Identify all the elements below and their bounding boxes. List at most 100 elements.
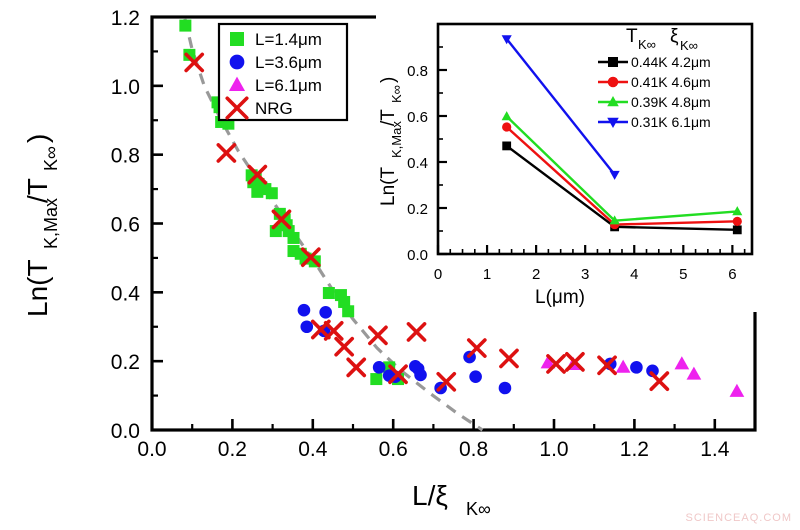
data-point: [179, 19, 192, 32]
cross-stroke-2: [216, 143, 237, 163]
data-point: [565, 351, 585, 372]
data-point: [323, 321, 344, 341]
y-axis-label-part3: ): [22, 134, 53, 143]
data-point: [540, 355, 556, 369]
data-point: [297, 303, 311, 317]
data-point: [368, 325, 388, 346]
y-axis-label-part1: Ln(T: [22, 259, 53, 317]
y-tick-label: 0.0: [111, 420, 140, 443]
inset-legend-marker: [607, 76, 619, 88]
y-tick-label: 0.4: [407, 155, 428, 172]
data-point: [183, 48, 196, 61]
cross-stroke-2: [649, 371, 670, 391]
x-tick-label: 3: [581, 266, 589, 283]
x-tick-label: 0: [434, 266, 442, 283]
x-tick-label: 0.6: [379, 438, 408, 461]
legend-label: L=6.1μm: [255, 76, 322, 95]
inset-data-point: [502, 141, 512, 151]
legend-marker-circle: [229, 54, 245, 70]
cross-stroke-2: [499, 348, 519, 369]
data-point: [338, 295, 351, 308]
y-tick-label: 1.0: [111, 76, 140, 99]
inset-y-label-part3: ): [378, 77, 399, 83]
inset-y-label-sub1: K,Max: [389, 121, 404, 158]
inset-y-label-part1: Ln(T: [378, 167, 399, 206]
cross-stroke-2: [334, 336, 355, 357]
legend-label: L=3.6μm: [255, 53, 322, 72]
x-axis-label-sub: K∞: [466, 499, 491, 519]
y-tick-label: 0.2: [407, 201, 428, 218]
y-tick-label: 0.4: [111, 282, 141, 305]
data-point: [406, 322, 427, 342]
cross-stroke-2: [346, 357, 367, 378]
cross-stroke-2: [597, 355, 617, 376]
inset-x-axis: 0 1 2 3 4 5 6: [434, 245, 746, 283]
data-point: [372, 361, 386, 374]
inset-legend-header-xi-sub: K∞: [680, 38, 698, 53]
data-point: [646, 364, 659, 378]
cross-stroke-2: [565, 351, 585, 372]
inset-y-axis: 0.0 0.2 0.4 0.6 0.8: [407, 46, 447, 264]
x-axis-label: L/ξ K∞: [412, 480, 491, 519]
inset-data-point: [732, 225, 742, 235]
legend-label: L=1.4μm: [255, 30, 322, 49]
cross-stroke-2: [368, 325, 388, 346]
main-plot: 0.0 0.2 0.4 0.6 0.8 1.0 1.2 1.4 0.0 0.2 0.4 0.6 0.8 1…: [22, 7, 757, 519]
data-point: [729, 383, 745, 397]
cross-stroke-2: [406, 322, 427, 342]
data-point: [388, 364, 408, 385]
inset-data-point: [732, 216, 742, 226]
inset-legend-label: 0.44K 4.2μm: [631, 54, 711, 70]
x-tick-label: 0.0: [137, 438, 166, 461]
data-point: [322, 287, 335, 300]
inset-data-point: [609, 215, 620, 225]
data-point: [265, 187, 278, 200]
inset-series-line: [505, 38, 616, 176]
data-point: [300, 320, 314, 334]
y-axis-label-part2: /T: [22, 178, 53, 203]
y-tick-label: 0.8: [407, 63, 428, 80]
inset-x-axis-label: L(μm): [535, 287, 585, 308]
data-point: [499, 348, 519, 369]
inset-series: [501, 111, 743, 225]
y-tick-label: 0.0: [407, 247, 428, 264]
watermark: SCIENCEAQ.COM: [685, 512, 792, 524]
inset-legend-marker: [607, 96, 619, 107]
inset-y-label-sub2: K∞: [389, 85, 404, 103]
data-point: [300, 247, 321, 268]
data-point: [469, 370, 482, 383]
cross-stroke-2: [546, 354, 566, 374]
y-axis-label-sub1: K,Max: [41, 198, 61, 249]
inset-data-point: [501, 35, 512, 45]
y-tick-label: 1.2: [111, 7, 140, 30]
cross-stroke-2: [466, 338, 487, 358]
data-point: [630, 361, 643, 374]
inset-legend-header-T-sub: K∞: [638, 37, 656, 52]
data-point: [346, 357, 367, 378]
inset-data-point: [609, 170, 620, 180]
data-point: [436, 371, 457, 392]
x-tick-label: 1.0: [539, 438, 568, 461]
data-point: [334, 336, 355, 357]
cross-stroke-2: [184, 52, 205, 73]
data-point: [370, 373, 383, 386]
inset-legend-label: 0.41K 4.6μm: [631, 74, 711, 90]
x-tick-label: 2: [532, 266, 540, 283]
series-triangle: [540, 355, 745, 397]
data-point: [299, 252, 312, 265]
data-point: [466, 338, 487, 358]
data-point: [674, 356, 690, 370]
data-point: [216, 143, 237, 163]
data-point: [498, 381, 512, 395]
inset-plot: 0 1 2 3 4 5 6 0.0 0.2 0.4 0.6 0.8 L(μm) Ln(T K,Max/T K∞…: [376, 12, 766, 312]
y-tick-label: 0.6: [111, 214, 140, 237]
data-point: [615, 359, 631, 373]
series-cross: [184, 52, 670, 392]
data-point: [342, 305, 355, 318]
inset-legend-label: 0.39K 4.8μm: [631, 94, 711, 110]
inset-x-axis-label-text: L(μm): [535, 287, 585, 308]
data-point: [184, 52, 205, 73]
